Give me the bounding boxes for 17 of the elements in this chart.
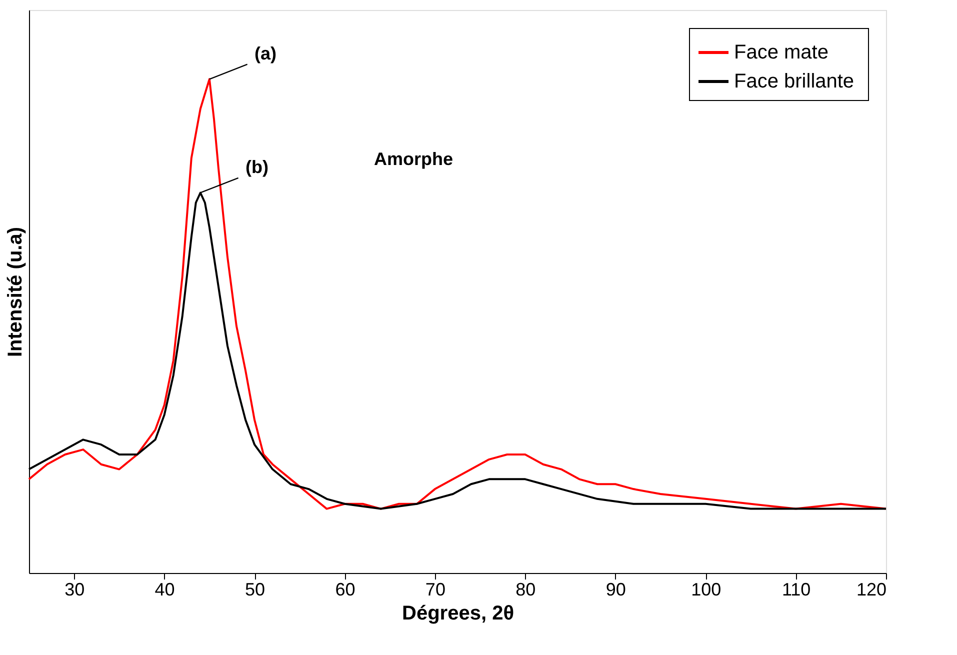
x-tick-label: 110: [782, 580, 811, 600]
annotation: Amorphe: [374, 149, 454, 169]
x-tick-label: 50: [245, 580, 266, 600]
x-tick-label: 60: [335, 580, 356, 600]
x-tick-label: 70: [425, 580, 446, 600]
annotation: (a): [254, 43, 277, 64]
x-tick-label: 80: [516, 580, 536, 600]
legend-label: Face mate: [734, 42, 828, 64]
x-tick-label: 30: [64, 580, 85, 600]
x-tick-label: 120: [856, 580, 886, 600]
annotation: (b): [246, 157, 268, 178]
x-tick-label: 40: [154, 580, 175, 600]
x-tick-label: 100: [691, 580, 722, 600]
legend-label: Face brillante: [734, 70, 854, 92]
x-axis-title: Dégrees, 2θ: [402, 602, 514, 624]
y-axis-title: Intensité (u.a): [4, 226, 26, 358]
x-tick-label: 90: [606, 580, 626, 600]
